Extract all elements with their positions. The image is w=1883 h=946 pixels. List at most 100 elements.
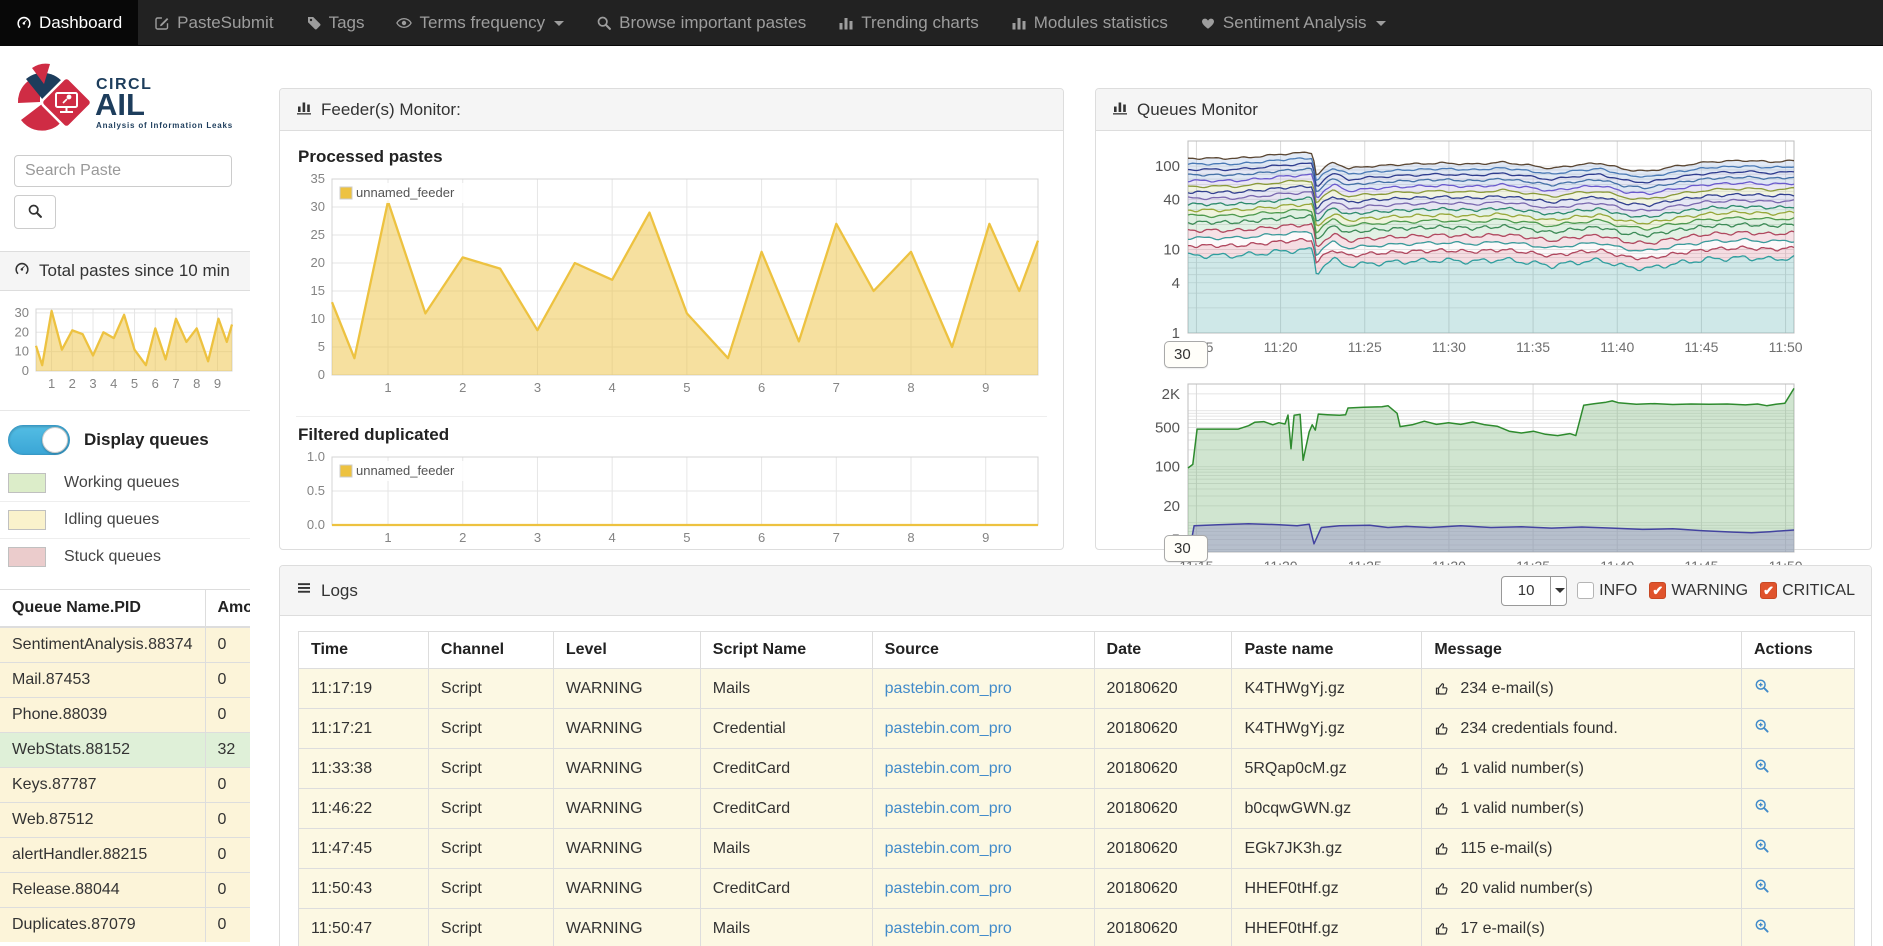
filter-critical[interactable]: ✔CRITICAL: [1760, 582, 1855, 600]
log-paste-name: K4THWgYj.gz: [1232, 669, 1422, 709]
edit-icon: [154, 15, 170, 31]
logs-column-header: Channel: [428, 632, 553, 669]
svg-text:6: 6: [758, 530, 765, 545]
svg-text:500: 500: [1155, 420, 1180, 437]
display-queues-toggle[interactable]: [8, 425, 70, 455]
queue-row[interactable]: alertHandler.882150: [0, 838, 250, 873]
logs-panel: Logs 10 INFO✔WARNING✔CRITICAL TimeChanne…: [279, 565, 1872, 946]
nav-item-trending-charts[interactable]: Trending charts: [822, 0, 994, 46]
log-script: CreditCard: [700, 749, 872, 789]
queue-table-header: Queue Name.PID: [0, 590, 205, 628]
info-checkbox[interactable]: [1577, 582, 1594, 599]
svg-text:3: 3: [534, 530, 541, 545]
svg-text:8: 8: [907, 530, 914, 545]
log-channel: Script: [428, 709, 553, 749]
log-source-link[interactable]: pastebin.com_pro: [885, 920, 1012, 937]
svg-text:100: 100: [1155, 459, 1180, 476]
log-source-link[interactable]: pastebin.com_pro: [885, 840, 1012, 857]
filter-warning[interactable]: ✔ WARNING: [1649, 582, 1748, 600]
svg-text:11:20: 11:20: [1264, 339, 1298, 355]
zoom-in-icon[interactable]: [1754, 838, 1770, 854]
total-pastes-mini-chart: 0102030123456789: [4, 305, 246, 400]
log-message: 115 e-mail(s): [1460, 840, 1552, 858]
queue-amount: 0: [205, 803, 250, 838]
legend-swatch: [8, 473, 46, 493]
filter-info[interactable]: INFO: [1577, 582, 1637, 600]
queue-row[interactable]: SentimentAnalysis.883740: [0, 627, 250, 663]
zoom-in-icon[interactable]: [1754, 878, 1770, 894]
log-source-link[interactable]: pastebin.com_pro: [885, 880, 1012, 897]
svg-text:35: 35: [311, 173, 325, 186]
svg-text:unnamed_feeder: unnamed_feeder: [356, 463, 455, 478]
queue-row[interactable]: Phone.880390: [0, 698, 250, 733]
log-source-link[interactable]: pastebin.com_pro: [885, 800, 1012, 817]
zoom-in-icon[interactable]: [1754, 718, 1770, 734]
svg-text:10: 10: [311, 311, 325, 326]
thumbs-up-icon: [1434, 681, 1450, 697]
svg-text:1: 1: [1172, 325, 1180, 342]
svg-text:6: 6: [152, 376, 159, 391]
svg-text:unnamed_feeder: unnamed_feeder: [356, 185, 455, 200]
queue-row[interactable]: Web.875120: [0, 803, 250, 838]
logo-brand-main: AIL: [95, 87, 145, 122]
log-level: WARNING: [553, 789, 700, 829]
nav-item-modules-statistics[interactable]: Modules statistics: [995, 0, 1184, 46]
log-row: 11:50:47ScriptWARNINGMailspastebin.com_p…: [299, 909, 1855, 946]
log-message: 1 valid number(s): [1460, 800, 1584, 818]
zoom-in-icon[interactable]: [1754, 678, 1770, 694]
queue-status-legend: Working queuesIdling queuesStuck queues: [0, 465, 250, 575]
queue-name: Duplicates.87079: [0, 908, 205, 943]
log-time: 11:17:19: [299, 669, 429, 709]
queues-chart-bottom: 11:1511:2011:2511:3011:3511:4011:4511:50…: [1096, 378, 1871, 593]
queues-chart-top: 11:1511:2011:2511:3011:3511:4011:4511:50…: [1096, 131, 1871, 378]
feeder-panel-title: Feeder(s) Monitor:: [321, 100, 461, 120]
queue-row[interactable]: Keys.877870: [0, 768, 250, 803]
queue-row[interactable]: WebStats.8815232: [0, 733, 250, 768]
log-date: 20180620: [1094, 909, 1232, 946]
thumbs-up-icon: [1434, 881, 1450, 897]
queue-window-input-top[interactable]: 30: [1164, 341, 1208, 368]
nav-item-pastesubmit[interactable]: PasteSubmit: [138, 0, 289, 46]
nav-item-browse-important-pastes[interactable]: Browse important pastes: [580, 0, 822, 46]
log-row: 11:47:45ScriptWARNINGMailspastebin.com_p…: [299, 829, 1855, 869]
queue-window-input-bottom[interactable]: 30: [1164, 535, 1208, 562]
log-source-link[interactable]: pastebin.com_pro: [885, 720, 1012, 737]
log-source-link[interactable]: pastebin.com_pro: [885, 680, 1012, 697]
zoom-in-icon[interactable]: [1754, 918, 1770, 934]
ail-logo: CIRCL AIL Analysis of Information Leaks: [12, 62, 240, 141]
thumbs-up-icon: [1434, 721, 1450, 737]
legend-swatch: [8, 510, 46, 530]
log-script: CreditCard: [700, 869, 872, 909]
logs-page-size-select[interactable]: 10: [1501, 576, 1567, 606]
logs-page-size-value: 10: [1502, 582, 1550, 599]
queue-name: alertHandler.88215: [0, 838, 205, 873]
legend-label: Working queues: [64, 474, 179, 492]
logs-column-header: Date: [1094, 632, 1232, 669]
nav-item-terms-frequency[interactable]: Terms frequency: [380, 0, 580, 46]
nav-item-sentiment-analysis[interactable]: Sentiment Analysis: [1184, 0, 1402, 46]
svg-text:20: 20: [15, 324, 29, 339]
thumbs-up-icon: [1434, 921, 1450, 937]
svg-text:20: 20: [311, 255, 325, 270]
svg-text:4: 4: [609, 530, 616, 545]
svg-text:11:40: 11:40: [1600, 339, 1634, 355]
logs-column-header: Time: [299, 632, 429, 669]
svg-text:1.0: 1.0: [307, 451, 325, 464]
sidebar: CIRCL AIL Analysis of Information Leaks …: [0, 46, 250, 946]
queue-row[interactable]: Release.880440: [0, 873, 250, 908]
filter-label: WARNING: [1671, 582, 1748, 600]
critical-checkbox[interactable]: ✔: [1760, 582, 1777, 599]
queue-row[interactable]: Duplicates.870790: [0, 908, 250, 943]
nav-item-tags[interactable]: Tags: [290, 0, 381, 46]
zoom-in-icon[interactable]: [1754, 758, 1770, 774]
thumbs-up-icon: [1434, 761, 1450, 777]
log-source-link[interactable]: pastebin.com_pro: [885, 760, 1012, 777]
queue-amount: 0: [205, 873, 250, 908]
search-input[interactable]: [14, 155, 232, 187]
warning-checkbox[interactable]: ✔: [1649, 582, 1666, 599]
queue-row[interactable]: Mail.874530: [0, 663, 250, 698]
log-script: Mails: [700, 909, 872, 946]
zoom-in-icon[interactable]: [1754, 798, 1770, 814]
search-button[interactable]: [14, 195, 56, 229]
nav-item-dashboard[interactable]: Dashboard: [0, 0, 138, 46]
